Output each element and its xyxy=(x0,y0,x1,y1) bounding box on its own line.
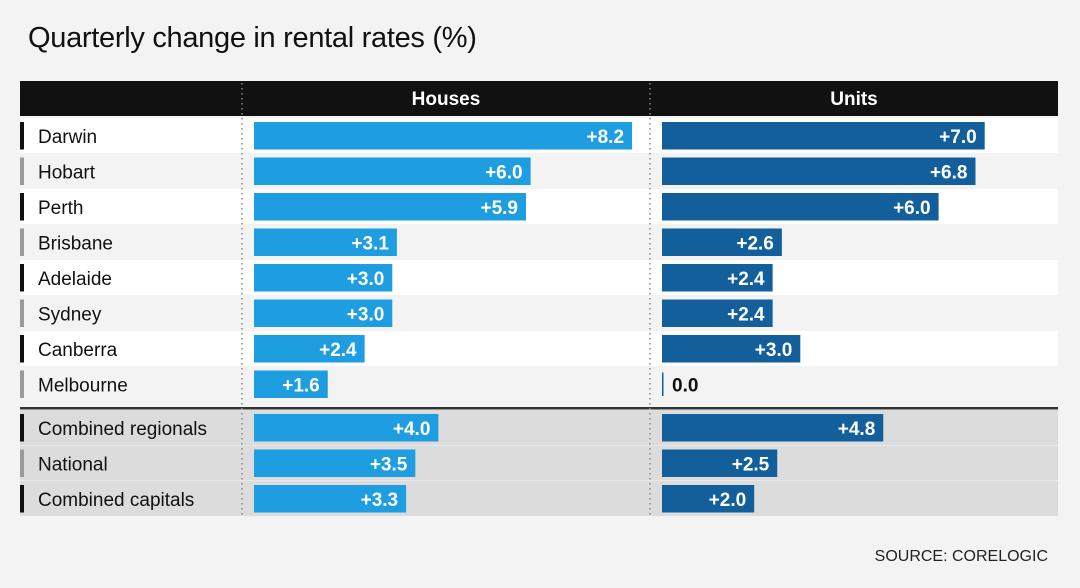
row-marker xyxy=(20,228,24,256)
row-marker xyxy=(20,157,24,185)
row-label: Combined regionals xyxy=(38,419,207,440)
bar-label-houses: +4.0 xyxy=(393,419,431,440)
row-marker xyxy=(20,414,24,442)
row-background xyxy=(20,224,1058,260)
row-label: Perth xyxy=(38,198,83,219)
bar-label-houses: +3.1 xyxy=(351,233,389,254)
row-background xyxy=(20,445,1058,481)
bar-label-houses: +3.0 xyxy=(347,269,385,290)
bar-houses xyxy=(254,449,416,477)
row-background xyxy=(20,366,1058,402)
bar-houses xyxy=(254,193,526,221)
bar-houses xyxy=(254,157,531,185)
bar-units xyxy=(662,264,773,292)
bar-units xyxy=(662,335,801,363)
bar-houses xyxy=(254,264,393,292)
row-background xyxy=(20,260,1058,296)
row-label: National xyxy=(38,454,108,475)
row-background xyxy=(20,481,1058,517)
row-background xyxy=(20,410,1058,446)
bar-units xyxy=(662,485,755,513)
bar-label-houses: +6.0 xyxy=(485,162,523,183)
bar-houses xyxy=(254,485,407,513)
bar-houses xyxy=(254,370,328,398)
bar-label-units: +2.5 xyxy=(732,454,770,475)
bar-label-houses: +3.0 xyxy=(347,304,385,325)
bar-label-houses: +2.4 xyxy=(319,340,357,361)
bar-label-units: 0.0 xyxy=(672,375,698,396)
bar-label-units: +2.4 xyxy=(727,304,765,325)
bar-units xyxy=(662,299,773,327)
group-divider xyxy=(20,407,1058,410)
bar-houses xyxy=(254,122,633,150)
row-background xyxy=(20,295,1058,331)
row-marker xyxy=(20,485,24,513)
column-header-houses: Houses xyxy=(412,89,481,110)
bar-label-units: +4.8 xyxy=(838,419,876,440)
bar-chart-table: Houses Units Darwin +8.2 +7.0 Hobart +6.0 +6.8 P… xyxy=(20,81,1058,517)
bar-label-houses: +3.5 xyxy=(370,454,408,475)
bar-units xyxy=(662,122,985,150)
header-bar xyxy=(20,81,1058,116)
bar-label-units: +2.0 xyxy=(709,490,747,511)
bar-houses xyxy=(254,299,393,327)
bar-units xyxy=(662,372,664,396)
row-label: Hobart xyxy=(38,162,96,183)
bar-units xyxy=(662,414,884,442)
bar-label-units: +3.0 xyxy=(755,340,793,361)
row-label: Canberra xyxy=(38,340,118,361)
row-marker xyxy=(20,122,24,150)
bar-units xyxy=(662,228,782,256)
bar-label-houses: +1.6 xyxy=(282,375,320,396)
bar-units xyxy=(662,449,778,477)
chart-title: Quarterly change in rental rates (%) xyxy=(28,22,477,54)
bar-houses xyxy=(254,335,365,363)
row-marker xyxy=(20,299,24,327)
chart-frame: Quarterly change in rental rates (%) Hou… xyxy=(6,8,1070,578)
column-header-units: Units xyxy=(830,89,878,110)
row-label: Melbourne xyxy=(38,375,128,396)
source-note: SOURCE: CORELOGIC xyxy=(874,548,1048,565)
bar-label-units: +2.4 xyxy=(727,269,765,290)
bar-units xyxy=(662,193,939,221)
bar-label-houses: +3.3 xyxy=(361,490,399,511)
row-label: Adelaide xyxy=(38,269,112,290)
bar-houses xyxy=(254,228,397,256)
bar-houses xyxy=(254,414,439,442)
row-marker xyxy=(20,335,24,363)
bar-label-units: +7.0 xyxy=(939,127,977,148)
bar-label-houses: +8.2 xyxy=(587,127,625,148)
row-label: Darwin xyxy=(38,127,97,148)
row-label: Sydney xyxy=(38,304,102,325)
bar-label-houses: +5.9 xyxy=(480,198,518,219)
row-marker xyxy=(20,264,24,292)
row-marker xyxy=(20,193,24,221)
bar-label-units: +6.8 xyxy=(930,162,968,183)
row-background xyxy=(20,331,1058,367)
bar-label-units: +2.6 xyxy=(736,233,774,254)
row-label: Combined capitals xyxy=(38,490,194,511)
bar-units xyxy=(662,157,976,185)
bar-label-units: +6.0 xyxy=(893,198,931,219)
row-label: Brisbane xyxy=(38,233,113,254)
row-marker xyxy=(20,449,24,477)
row-marker xyxy=(20,370,24,398)
